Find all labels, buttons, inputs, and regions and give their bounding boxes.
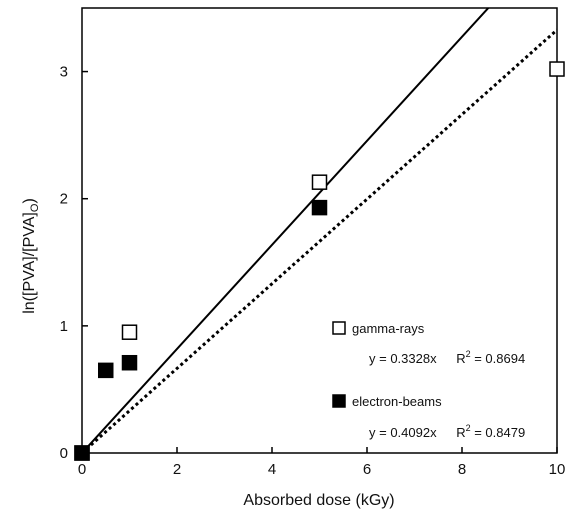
plot-area: 0 2 4 6 8 10 0 1 2 3 bbox=[60, 7, 566, 478]
fit-line-electron-beams bbox=[82, 8, 490, 453]
y-axis-title: ln([PVA]/[PVA]O) bbox=[21, 198, 41, 314]
y-tick-label: 2 bbox=[60, 191, 68, 208]
fit-equation-electron-beams: y = 0.4092x R2 = 0.8479 bbox=[369, 423, 525, 440]
data-point-electron-beams bbox=[311, 199, 328, 216]
x-tick-label: 0 bbox=[78, 461, 86, 478]
y-tick-label: 3 bbox=[60, 64, 68, 81]
fit-equation-electron-beams-r2value: = 0.8479 bbox=[471, 425, 526, 440]
data-point-electron-beams bbox=[121, 354, 138, 371]
y-tick-label: 0 bbox=[60, 445, 68, 462]
fit-line-gamma-rays bbox=[82, 28, 557, 453]
data-point-gamma-rays bbox=[549, 61, 565, 77]
x-tick-label: 10 bbox=[549, 461, 566, 478]
fit-equation-electron-beams-eq: y = 0.4092x bbox=[369, 425, 437, 440]
data-point-electron-beams bbox=[98, 362, 114, 379]
data-point-electron-beams bbox=[74, 445, 90, 461]
fit-equation-gamma-rays-sup: 2 bbox=[466, 349, 471, 359]
legend: gamma-rays y = 0.3328x R2 = 0.8694 elect… bbox=[332, 321, 525, 440]
data-point-gamma-rays bbox=[311, 174, 328, 190]
x-tick-label: 4 bbox=[268, 461, 276, 478]
fit-equation-electron-beams-sup: 2 bbox=[466, 423, 471, 433]
y-axis-title-main: ln([PVA]/[PVA] bbox=[21, 212, 38, 314]
y-tick-label: 1 bbox=[60, 318, 68, 335]
fit-equation-gamma-rays: y = 0.3328x R2 = 0.8694 bbox=[369, 349, 525, 366]
legend-label-gamma-rays: gamma-rays bbox=[352, 321, 425, 336]
legend-label-electron-beams: electron-beams bbox=[352, 394, 442, 409]
legend-item-electron-beams: electron-beams y = 0.4092x R2 = 0.8479 bbox=[332, 394, 525, 440]
y-axis-title-subscript: O bbox=[29, 203, 41, 212]
legend-item-gamma-rays: gamma-rays y = 0.3328x R2 = 0.8694 bbox=[332, 321, 525, 366]
fit-equation-gamma-rays-eq: y = 0.3328x bbox=[369, 351, 437, 366]
y-axis-title-close: ) bbox=[21, 198, 38, 203]
fit-equation-gamma-rays-r2value: = 0.8694 bbox=[471, 351, 526, 366]
x-tick-label: 8 bbox=[458, 461, 466, 478]
legend-marker-filled-square bbox=[332, 394, 346, 408]
fit-equation-gamma-rays-r: R bbox=[456, 351, 465, 366]
plot-frame bbox=[81, 7, 558, 454]
fit-equation-electron-beams-r: R bbox=[456, 425, 465, 440]
x-tick-label: 2 bbox=[173, 461, 181, 478]
data-point-gamma-rays bbox=[121, 324, 138, 340]
legend-marker-open-square bbox=[332, 321, 346, 335]
x-axis-title: Absorbed dose (kGy) bbox=[243, 492, 394, 509]
x-tick-label: 6 bbox=[363, 461, 371, 478]
